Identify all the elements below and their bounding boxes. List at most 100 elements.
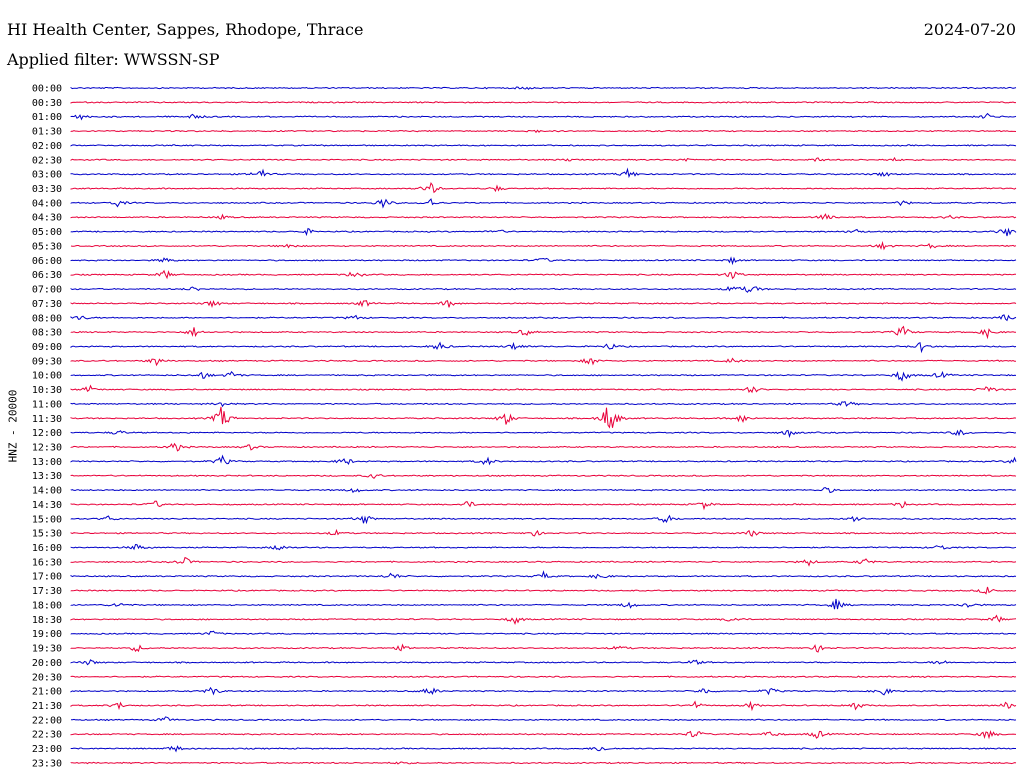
trace-line [70,598,1017,610]
time-tick-label: 23:30 [32,758,62,769]
time-tick-label: 00:00 [32,84,62,95]
trace-line [70,429,1017,439]
trace-line [70,129,1017,134]
time-tick-label: 12:00 [32,428,62,439]
trace-line [70,314,1017,322]
time-tick-label: 21:30 [32,701,62,712]
time-tick-label: 23:00 [32,744,62,755]
trace-line [70,300,1017,309]
time-tick-label: 06:30 [32,270,62,281]
filter-label: Applied filter: WWSSN-SP [7,50,220,69]
trace-line [70,630,1017,636]
time-tick-label: 13:00 [32,457,62,468]
trace-line [70,500,1016,511]
trace-line [70,181,1017,194]
trace-line [70,357,1017,367]
trace-line [70,761,1017,765]
time-tick-label: 12:30 [32,443,62,454]
time-tick-label: 14:30 [32,500,62,511]
trace-line [70,543,1017,551]
trace-line [70,213,1017,220]
time-tick-label: 07:00 [32,285,62,296]
trace-line [70,643,1017,653]
trace-line [70,86,1017,91]
time-tick-label: 19:30 [32,644,62,655]
trace-line [70,514,1017,525]
trace-line [70,256,1017,266]
time-tick-label: 01:30 [32,127,62,138]
trace-line [70,686,1017,696]
time-tick-label: 00:30 [32,98,62,109]
time-tick-label: 10:30 [32,385,62,396]
time-tick-label: 09:30 [32,356,62,367]
time-tick-label: 16:30 [32,557,62,568]
trace-line [70,101,1016,104]
trace-line [70,473,1017,479]
trace-line [70,586,1017,595]
trace-line [70,570,1017,580]
time-tick-label: 03:00 [32,170,62,181]
time-tick-label: 18:30 [32,615,62,626]
trace-line [70,156,1017,162]
trace-line [70,384,1017,394]
time-tick-label: 13:30 [32,471,62,482]
time-tick-label: 15:00 [32,514,62,525]
time-tick-label: 06:00 [32,256,62,267]
time-tick-label: 08:00 [32,313,62,324]
trace-line [70,198,1017,209]
time-tick-label: 17:00 [32,572,62,583]
time-tick-label: 22:30 [32,730,62,741]
trace-line [70,556,1017,567]
time-tick-label: 22:00 [32,715,62,726]
trace-line [70,716,1017,722]
time-tick-label: 09:00 [32,342,62,353]
trace-line [70,285,1017,293]
trace-line [70,325,1016,340]
trace-line [70,454,1017,466]
time-tick-label: 02:00 [32,141,62,152]
time-tick-label: 05:30 [32,241,62,252]
time-tick-label: 07:30 [32,299,62,310]
time-tick-label: 16:00 [32,543,62,554]
trace-line [70,700,1017,712]
record-date: 2024-07-20 [923,20,1016,39]
trace-line [70,528,1017,537]
trace-line [70,370,1017,382]
time-tick-label: 01:00 [32,112,62,123]
trace-line [70,487,1017,494]
trace-line [70,675,1017,678]
trace-line [70,227,1017,237]
station-title: HI Health Center, Sappes, Rhodope, Thrac… [7,20,364,39]
time-tick-label: 18:00 [32,600,62,611]
trace-line [70,341,1017,354]
time-tick-label: 02:30 [32,155,62,166]
trace-line [70,400,1016,408]
trace-line [70,240,1017,251]
time-tick-label: 19:00 [32,629,62,640]
time-tick-label: 05:00 [32,227,62,238]
trace-line [70,442,1017,452]
trace-line [70,745,1016,753]
time-tick-label: 15:30 [32,529,62,540]
trace-line [70,730,1017,740]
time-tick-label: 17:30 [32,586,62,597]
trace-line [70,659,1017,666]
time-tick-label: 20:30 [32,672,62,683]
trace-line [70,167,1017,179]
time-tick-label: 04:30 [32,213,62,224]
trace-line [70,112,1017,121]
trace-line [70,269,1016,280]
time-tick-label: 11:00 [32,399,62,410]
trace-line [70,144,1017,147]
trace-line [70,614,1017,626]
trace-line [70,406,1017,429]
time-tick-label: 20:00 [32,658,62,669]
time-tick-label: 10:00 [32,371,62,382]
time-tick-label: 14:00 [32,486,62,497]
time-tick-label: 03:30 [32,184,62,195]
time-tick-label: 04:00 [32,198,62,209]
time-tick-label: 11:30 [32,414,62,425]
time-tick-label: 08:30 [32,328,62,339]
time-tick-label: 21:00 [32,687,62,698]
